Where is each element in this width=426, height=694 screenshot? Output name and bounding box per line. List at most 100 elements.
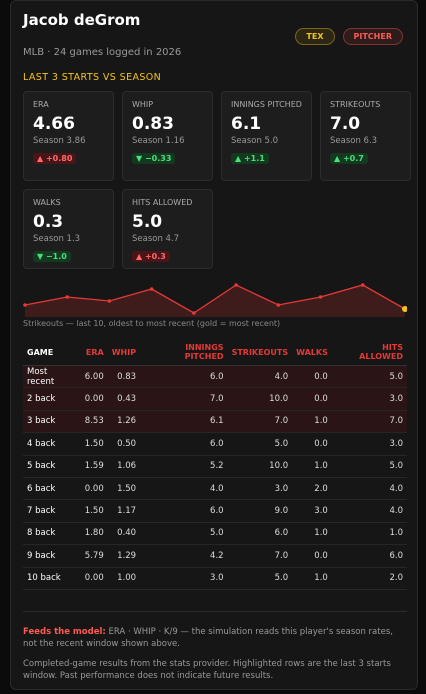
stat-card: INNINGS PITCHED 6.1 Season 5.0 ▲ +1.1 (221, 91, 312, 181)
table-cell: 0.00 (80, 387, 108, 411)
sparkline-point (149, 287, 154, 291)
table-cell: 10.0 (227, 455, 293, 478)
table-row: 4 back 1.50 0.50 6.0 5.0 0.0 3.0 (23, 432, 407, 456)
table-row: 8 back 1.80 0.40 5.0 6.0 1.0 1.0 (23, 522, 407, 546)
table-cell: 8.53 (80, 410, 108, 434)
stat-label: INNINGS PITCHED (231, 100, 302, 109)
table-cell: 3.0 (227, 477, 293, 501)
table-cell: 1.06 (107, 455, 141, 478)
table-cell: 4.0 (227, 365, 293, 389)
disclaimer: Completed-game results from the stats pr… (23, 659, 391, 681)
table-cell: 6.0 (331, 544, 407, 568)
table-cell: 10.0 (227, 387, 293, 411)
sparkline-point (360, 283, 365, 287)
note-lead: Feeds the model: (23, 627, 106, 637)
table-cell: 5.0 (331, 455, 407, 478)
table-cell: 3.0 (331, 432, 407, 456)
note-text: ERA · WHIP · K/9 — the simulation reads … (23, 627, 393, 649)
table-cell: 2.0 (331, 567, 407, 590)
table-cell: 6.0 (140, 432, 228, 456)
table-cell: 0.0 (292, 544, 332, 568)
table-cell: 10 back (23, 567, 81, 590)
table-row: 7 back 1.50 1.17 6.0 9.0 3.0 4.0 (23, 499, 407, 523)
header-row: GAME ERA WHIP INNINGS PITCHED STRIKEOUTS WALK… (23, 339, 407, 366)
table-cell: 6.0 (140, 499, 228, 523)
stat-season: Season 5.0 (231, 136, 279, 146)
table-cell: 1.17 (107, 499, 141, 523)
stat-delta: ▼ −0.33 (132, 153, 176, 164)
table-cell: 6.1 (140, 410, 228, 434)
sparkline-point (318, 295, 323, 299)
table-row: 6 back 0.00 1.50 4.0 3.0 2.0 4.0 (23, 477, 407, 501)
sparkline-line (24, 284, 406, 314)
table-cell: 0.0 (292, 432, 332, 456)
table-cell: Most recent (23, 365, 81, 389)
column-header: HITS ALLOWED (331, 339, 407, 366)
stat-label: STRIKEOUTS (330, 100, 381, 109)
table-row: 2 back 0.00 0.43 7.0 10.0 0.0 3.0 (23, 387, 407, 411)
table-cell: 5 back (23, 455, 81, 478)
table-cell: 6.00 (80, 365, 108, 389)
table-row: 9 back 5.79 1.29 4.2 7.0 0.0 6.0 (23, 544, 407, 568)
stat-card: ERA 4.66 Season 3.86 ▲ +0.80 (23, 91, 114, 181)
table-cell: 0.00 (80, 567, 108, 590)
model-note: Feeds the model: ERA · WHIP · K/9 — the … (23, 626, 407, 650)
table-cell: 4.0 (331, 477, 407, 501)
table-cell: 4.0 (331, 499, 407, 523)
badge: TEX (295, 28, 335, 45)
table-cell: 1.0 (292, 455, 332, 478)
table-cell: 3.0 (140, 567, 228, 590)
sparkline-point (276, 303, 281, 307)
sparkline-area (25, 285, 405, 317)
sparkline-point (107, 299, 112, 303)
table-cell: 5.79 (80, 544, 108, 568)
table-cell: 9.0 (227, 499, 293, 523)
stat-value: 0.83 (132, 114, 174, 134)
table-cell: 1.50 (80, 499, 108, 523)
table-cell: 3 back (23, 410, 81, 434)
table-cell: 0.40 (107, 522, 141, 546)
table-cell: 1.0 (292, 522, 332, 546)
table-cell: 3.0 (292, 499, 332, 523)
column-header: INNINGS PITCHED (140, 339, 228, 366)
stat-card: WALKS 0.3 Season 1.3 ▼ −1.0 (23, 189, 114, 269)
table-cell: 5.0 (227, 432, 293, 456)
table-cell: 1.80 (80, 522, 108, 546)
player-card: Jacob deGrom MLB · 24 games logged in 20… (10, 0, 418, 690)
stat-season: Season 3.86 (33, 136, 86, 146)
stat-delta: ▼ −1.0 (33, 251, 71, 262)
table-cell: 9 back (23, 544, 81, 568)
table-cell: 4 back (23, 432, 81, 456)
column-header: ERA (80, 339, 108, 366)
table-cell: 1.50 (107, 477, 141, 501)
stat-value: 6.1 (231, 114, 262, 134)
badge: PITCHER (342, 28, 403, 45)
table-cell: 3.0 (331, 387, 407, 411)
table-cell: 5.0 (227, 567, 293, 590)
stat-card: STRIKEOUTS 7.0 Season 6.3 ▲ +0.7 (320, 91, 411, 181)
stat-season: Season 6.3 (330, 136, 378, 146)
stat-label: HITS ALLOWED (132, 198, 193, 207)
table-cell: 5.0 (331, 365, 407, 389)
table-cell: 1.26 (107, 410, 141, 434)
table-cell: 0.43 (107, 387, 141, 411)
stat-card: WHIP 0.83 Season 1.16 ▼ −0.33 (122, 91, 213, 181)
stat-value: 7.0 (330, 114, 361, 134)
table-cell: 2 back (23, 387, 81, 411)
sparkline (23, 283, 407, 317)
stat-delta: ▲ +1.1 (231, 153, 269, 164)
table-cell: 1.0 (331, 522, 407, 546)
footer: Feeds the model: ERA · WHIP · K/9 — the … (23, 611, 407, 690)
player-name: Jacob deGrom (23, 11, 141, 29)
sparkline-point (402, 306, 407, 312)
stat-delta: ▲ +0.80 (33, 153, 77, 164)
table-row: 10 back 0.00 1.00 3.0 5.0 1.0 2.0 (23, 567, 407, 590)
table-cell: 5.0 (140, 522, 228, 546)
column-header: GAME (23, 339, 81, 366)
table-cell: 2.0 (292, 477, 332, 501)
column-header: STRIKEOUTS (227, 339, 293, 366)
table-cell: 1.00 (107, 567, 141, 590)
table-row: 5 back 1.59 1.06 5.2 10.0 1.0 5.0 (23, 455, 407, 478)
stat-label: ERA (33, 100, 49, 109)
